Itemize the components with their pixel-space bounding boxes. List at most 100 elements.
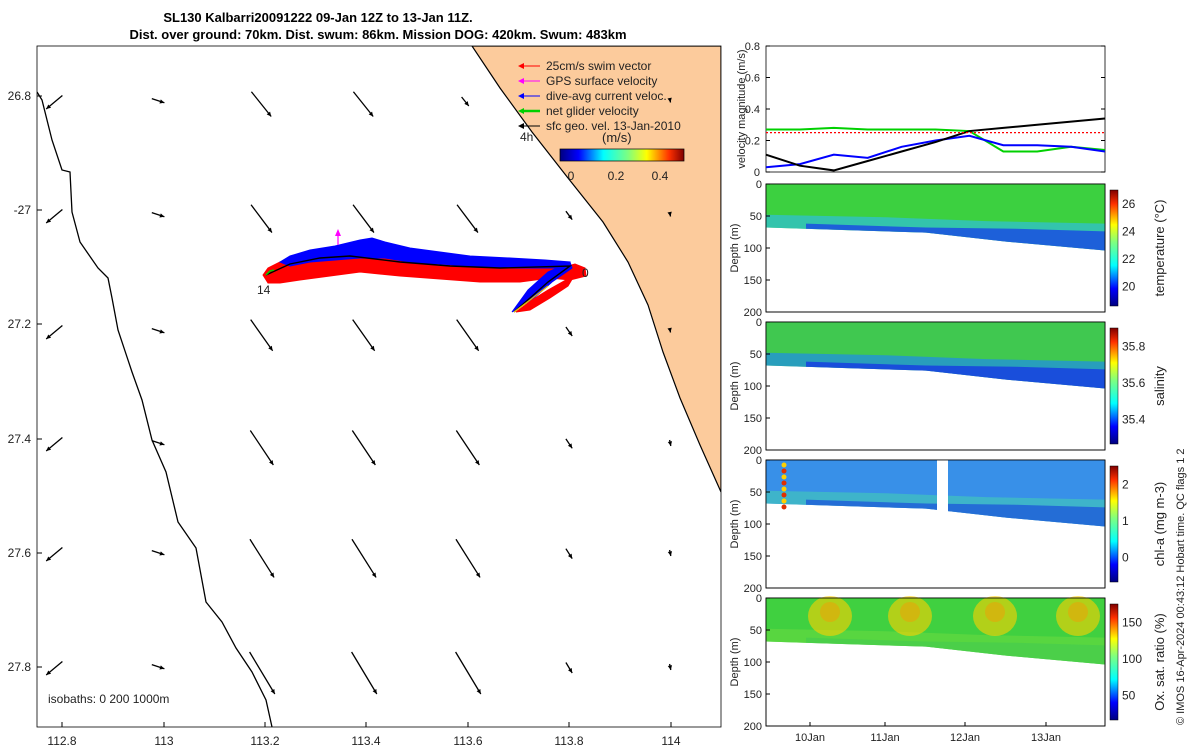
- lat-tick-label: 26.8: [8, 89, 32, 103]
- date-tick-label: 11Jan: [870, 732, 899, 744]
- colorbar-tick-label: 2: [1122, 477, 1129, 491]
- velocity-tick-label: 0.4: [745, 104, 760, 116]
- track-line-green: [265, 269, 275, 276]
- depth-tick-label: 200: [744, 307, 762, 319]
- geo-arrow: [565, 548, 573, 559]
- velocity-panel: 0 0.2 0.4 0.6 0.8 velocity magnitude (m/s): [736, 41, 1106, 179]
- legend-entry: sfc geo. vel. 13-Jan-2010: [518, 119, 681, 133]
- geo-arrow: [151, 211, 165, 218]
- heatmap-panel: 0 50 100 150 200 Depth (m) 20 22 24 26 temperature…: [729, 179, 1167, 319]
- lon-tick-label: 113.4: [351, 734, 380, 748]
- gps-vector-head: [335, 229, 341, 236]
- velocity-tick-label: 0.6: [745, 73, 760, 85]
- colorbar-tick-label: 100: [1122, 652, 1142, 666]
- colorbar-label: temperature (°C): [1152, 200, 1167, 297]
- geo-arrow: [151, 439, 165, 446]
- credit-text: © IMOS 16-Apr-2024 00:43:12 Hobart time.…: [1175, 448, 1187, 725]
- lon-tick-label: 113.8: [554, 734, 583, 748]
- depth-tick-label: 150: [744, 275, 762, 287]
- geo-arrow: [45, 209, 63, 224]
- colorbar-tick-label: 24: [1122, 224, 1136, 238]
- geo-arrow: [455, 430, 480, 466]
- colorbar-unit: (m/s): [602, 130, 632, 145]
- date-tick-label: 12Jan: [950, 732, 980, 744]
- heatmap-colorbar: [1109, 603, 1119, 721]
- depth-tick-label: 0: [756, 593, 762, 605]
- colorbar-tick-label: 0: [568, 169, 575, 183]
- geo-arrow: [667, 549, 673, 557]
- legend-hour-label: 4h: [520, 130, 533, 144]
- glider-track: 14 0: [257, 229, 589, 313]
- track-start-label: 14: [257, 283, 271, 297]
- isobath-label: isobaths: 0 200 1000m: [48, 692, 169, 706]
- velocity-ylabel: velocity magnitude (m/s): [736, 49, 748, 168]
- velocity-tick-label: 0.2: [745, 136, 760, 148]
- geo-arrow: [249, 538, 275, 578]
- title-line-2: Dist. over ground: 70km. Dist. swum: 86k…: [129, 27, 626, 42]
- lon-tick-label: 113.6: [453, 734, 482, 748]
- legend-label: GPS surface velocity: [546, 74, 657, 88]
- geo-arrow: [565, 210, 573, 220]
- isobath-line: [37, 91, 273, 727]
- geo-arrow: [45, 661, 63, 676]
- track-end-label: 0: [582, 266, 589, 280]
- depth-ylabel: Depth (m): [729, 500, 741, 549]
- colorbar-tick-label: 150: [1122, 615, 1142, 629]
- colorbar-ticks: 0 0.2 0.4: [568, 169, 669, 183]
- heatmap-colorbar: [1109, 465, 1119, 583]
- geo-arrow: [352, 204, 375, 233]
- map-axes: 112.8 113 113.2 113.4 113.6 113.8 114 26.8 -27 27…: [8, 89, 681, 748]
- geo-arrow: [667, 327, 672, 333]
- geo-arrow: [45, 95, 63, 110]
- colorbar-label: chl-a (mg m-3): [1152, 482, 1167, 567]
- colorbar-tick-label: 0.2: [608, 169, 625, 183]
- depth-tick-label: 50: [750, 211, 762, 223]
- legend-label: dive-avg current veloc.: [546, 89, 667, 103]
- geo-arrow: [45, 547, 63, 562]
- geo-arrow: [667, 663, 673, 671]
- depth-tick-label: 100: [744, 381, 762, 393]
- geo-arrow: [667, 439, 673, 447]
- velocity-series-line: [765, 134, 1106, 169]
- colorbar-tick-label: 1: [1122, 514, 1129, 528]
- geo-arrow: [351, 430, 376, 466]
- depth-tick-label: 0: [756, 317, 762, 329]
- legend-label: 25cm/s swim vector: [546, 59, 651, 73]
- date-tick-label: 10Jan: [795, 732, 825, 744]
- depth-tick-label: 150: [744, 689, 762, 701]
- geo-arrow: [151, 549, 165, 556]
- heatmap-panel: 0 50 100 150 200 Depth (m) 50 100 150 Ox. sat. ra…: [729, 593, 1167, 744]
- depth-tick-label: 200: [744, 445, 762, 457]
- geo-arrow: [45, 325, 63, 340]
- colorbar-tick-label: 0.4: [652, 169, 669, 183]
- lon-tick-label: 112.8: [47, 734, 76, 748]
- geo-arrow: [151, 97, 165, 104]
- legend-entry: net glider velocity: [518, 104, 639, 118]
- velocity-tick-label: 0.8: [745, 41, 760, 53]
- legend-entry: 25cm/s swim vector: [518, 59, 651, 73]
- lon-tick-label: 113: [154, 734, 173, 748]
- depth-ylabel: Depth (m): [729, 362, 741, 411]
- heatmap-panel: 0 50 100 150 200 Depth (m) 0 1 2 chl-a (mg m-3): [729, 455, 1167, 595]
- depth-tick-label: 100: [744, 519, 762, 531]
- geo-arrow: [351, 538, 377, 578]
- depth-ylabel: Depth (m): [729, 638, 741, 687]
- velocity-tick-label: 0: [754, 167, 760, 179]
- title-line-1: SL130 Kalbarri20091222 09-Jan 12Z to 13-…: [163, 10, 472, 25]
- geo-arrow: [565, 438, 573, 449]
- legend-label: sfc geo. vel. 13-Jan-2010: [546, 119, 681, 133]
- depth-tick-label: 0: [756, 179, 762, 191]
- geo-arrow: [456, 319, 480, 352]
- geo-arrow: [249, 651, 276, 695]
- colorbar-tick-label: 35.4: [1122, 413, 1146, 427]
- lat-tick-label: 27.4: [8, 432, 32, 446]
- geo-arrow: [456, 204, 479, 233]
- lon-tick-label: 114: [661, 734, 680, 748]
- geo-arrow: [455, 651, 482, 695]
- speed-colorbar: [559, 148, 685, 162]
- lat-tick-label: 27.6: [8, 546, 32, 560]
- lat-tick-label: 27.2: [8, 317, 32, 331]
